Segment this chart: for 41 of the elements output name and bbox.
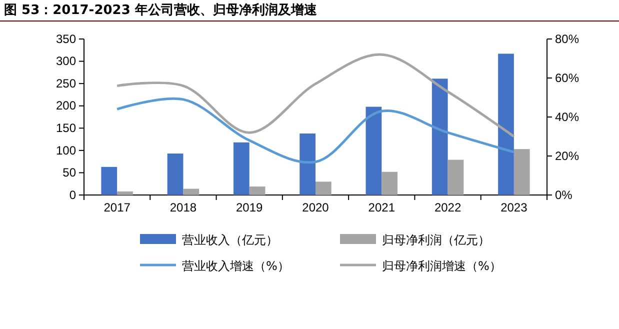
bar [366,106,382,195]
y2-tick-label: 0% [555,188,573,202]
x-tick-label: 2020 [302,200,330,215]
bar [117,191,133,195]
y-tick-label: 350 [56,32,76,46]
line-series [116,97,516,164]
x-tick-label: 2021 [368,200,396,215]
x-tick-label: 2017 [104,200,131,215]
y-tick-label: 0 [69,188,76,202]
y-tick-label: 200 [56,98,76,113]
y-tick-label: 100 [56,143,76,158]
y2-tick-label: 60% [555,70,580,85]
bar [101,166,118,195]
legend-label: 归母净利润增速（%） [382,259,502,273]
y2-tick-label: 80% [555,32,580,46]
bar [448,160,464,195]
chart-title: 图 53：2017-2023 年公司营收、归母净利润及增速 [4,2,318,18]
line-series [116,53,516,138]
x-tick-label: 2019 [236,200,264,215]
x-tick-label: 2023 [500,200,528,215]
bar [183,188,200,195]
x-tick-label: 2018 [170,200,197,215]
bar [249,186,266,195]
bar [233,142,250,195]
x-tick-label: 2022 [434,200,462,215]
y2-tick-label: 40% [555,110,580,124]
bar [316,182,332,195]
bar [514,149,530,195]
y2-tick-label: 20% [555,148,580,163]
legend-label: 营业收入（亿元） [182,233,278,247]
y-tick-label: 150 [56,120,76,135]
y-tick-label: 250 [56,76,76,90]
bar [432,78,448,195]
bar [382,172,398,195]
bar [167,154,184,195]
y-tick-label: 50 [62,166,76,180]
y-tick-label: 300 [56,54,76,68]
bar [300,133,316,195]
legend-label: 归母净利润（亿元） [382,233,490,247]
legend-label: 营业收入增速（%） [182,259,290,273]
bar [498,54,514,195]
